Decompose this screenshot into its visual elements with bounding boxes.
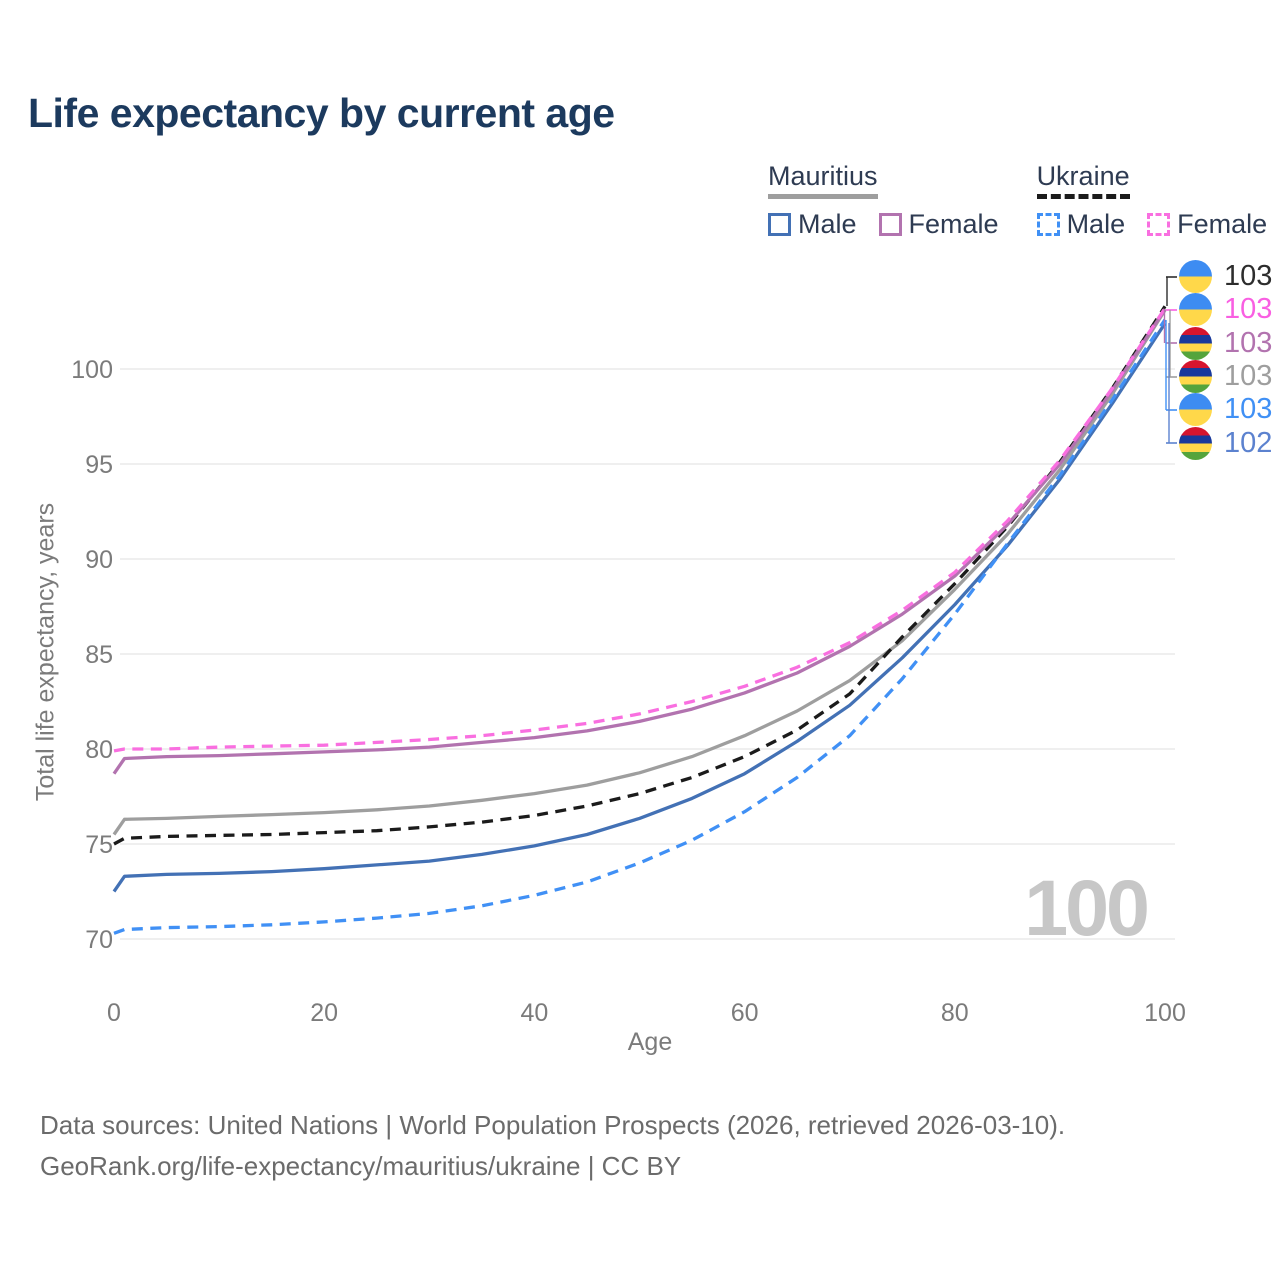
- legend-item-ukraine-male[interactable]: Male: [1036, 209, 1126, 240]
- mauritius-flag-icon: [1179, 360, 1212, 394]
- series-line-ukraine-both: [113, 305, 1167, 846]
- end-value-label: 103: [1224, 360, 1273, 393]
- page-title: Life expectancy by current age: [28, 90, 615, 136]
- x-tick-label: 0: [107, 999, 121, 1027]
- checkbox-mauritius-female-icon[interactable]: [878, 213, 902, 236]
- legend-label-mauritius-male: Male: [798, 209, 857, 239]
- footer-attribution: GeoRank.org/life-expectancy/mauritius/uk…: [40, 1151, 682, 1181]
- legend-item-mauritius-male[interactable]: Male: [768, 209, 857, 240]
- series-line-mauritius-male: [112, 322, 1167, 893]
- x-tick-label: 40: [520, 999, 548, 1027]
- checkbox-ukraine-female-icon[interactable]: [1147, 213, 1171, 236]
- y-tick-label: 90: [85, 546, 113, 574]
- ukraine-flag-icon: [1179, 293, 1212, 327]
- end-label-row: 102: [1179, 426, 1273, 460]
- series-line-mauritius-female: [112, 308, 1167, 775]
- y-tick-label: 80: [85, 736, 113, 764]
- end-value-label: 102: [1224, 426, 1273, 459]
- legend-country-mauritius: Mauritius: [768, 161, 878, 199]
- y-axis-title: Total life expectancy, years: [31, 502, 60, 802]
- ukraine-flag-icon: [1179, 260, 1212, 294]
- end-label-row: 103: [1179, 293, 1273, 327]
- mauritius-flag-icon: [1179, 426, 1212, 460]
- end-label-row: 103: [1179, 360, 1273, 394]
- end-label-row: 103: [1179, 393, 1273, 427]
- x-tick-label: 100: [1144, 999, 1186, 1027]
- footer-data-sources: Data sources: United Nations | World Pop…: [40, 1110, 1066, 1140]
- legend-item-mauritius-female[interactable]: Female: [878, 209, 999, 240]
- legend-label-mauritius-female: Female: [908, 209, 999, 239]
- y-tick-label: 95: [85, 451, 113, 479]
- series-line-ukraine-male: [113, 318, 1167, 935]
- legend-label-ukraine-male: Male: [1066, 209, 1126, 239]
- y-tick-label: 100: [71, 356, 113, 384]
- legend-country-ukraine: Ukraine: [1036, 161, 1130, 199]
- ukraine-flag-icon: [1179, 393, 1212, 427]
- legend-group-ukraine: Ukraine Male Female: [1036, 161, 1267, 240]
- x-tick-label: 20: [310, 999, 338, 1027]
- end-label-row: 103: [1179, 260, 1273, 294]
- footer: Data sources: United Nations | World Pop…: [40, 1105, 1065, 1187]
- legend: Mauritius Male Female Ukraine Male Femal…: [768, 161, 1267, 240]
- legend-item-ukraine-female[interactable]: Female: [1147, 209, 1267, 240]
- series-line-ukraine-female: [113, 307, 1167, 753]
- y-tick-label: 70: [85, 926, 113, 954]
- y-tick-label: 75: [85, 831, 113, 859]
- series-line-mauritius-both: [112, 309, 1167, 836]
- x-tick-label: 80: [941, 999, 969, 1027]
- end-value-label: 103: [1224, 260, 1273, 293]
- checkbox-mauritius-male-icon[interactable]: [768, 213, 791, 236]
- y-tick-label: 85: [85, 641, 113, 669]
- end-value-label: 103: [1224, 293, 1273, 326]
- legend-label-ukraine-female: Female: [1177, 209, 1268, 239]
- age-watermark: 100: [1024, 863, 1150, 952]
- end-value-label: 103: [1224, 393, 1273, 426]
- end-value-label: 103: [1224, 326, 1273, 359]
- mauritius-flag-icon: [1179, 326, 1212, 360]
- legend-group-mauritius: Mauritius Male Female: [768, 161, 999, 240]
- checkbox-ukraine-male-icon[interactable]: [1036, 213, 1060, 236]
- x-axis-title: Age: [627, 1028, 673, 1056]
- x-tick-label: 60: [731, 999, 759, 1027]
- end-labels: 103 103 103 103 103 102: [1179, 260, 1272, 460]
- end-label-row: 103: [1179, 326, 1273, 360]
